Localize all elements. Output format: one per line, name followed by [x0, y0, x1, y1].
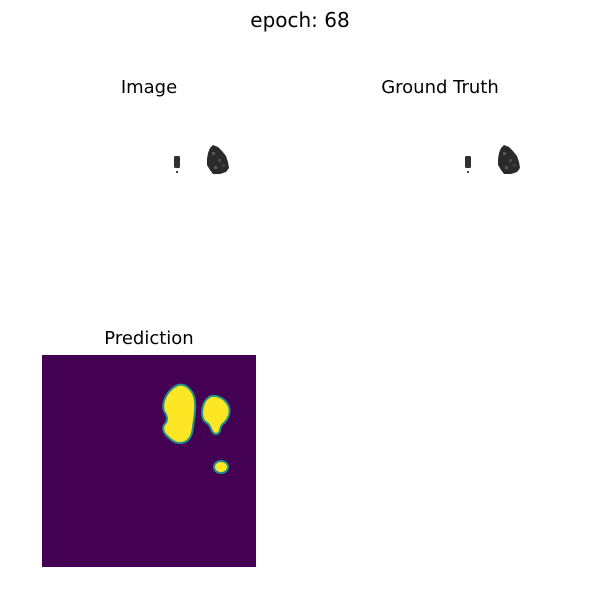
ground-truth-panel — [333, 104, 547, 316]
image-panel — [42, 104, 256, 316]
prediction-plot — [42, 355, 256, 567]
ground-truth-lesion-large — [498, 145, 520, 174]
ground-truth-background — [333, 104, 547, 316]
image-lesion-small — [174, 156, 180, 173]
figure-title: epoch: 68 — [250, 8, 350, 32]
prediction-blob-left — [162, 383, 197, 445]
ground-truth-plot — [333, 104, 547, 316]
prediction-panel-title: Prediction — [104, 328, 194, 349]
prediction-blob-right — [200, 394, 231, 435]
image-lesion-large — [207, 145, 229, 174]
image-panel-title: Image — [120, 77, 178, 98]
image-background — [42, 104, 256, 316]
prediction-panel — [42, 355, 256, 567]
ground-truth-panel-title: Ground Truth — [381, 77, 499, 98]
ground-truth-lesion-small — [465, 156, 471, 173]
image-plot — [42, 104, 256, 316]
prediction-blob-small — [213, 460, 229, 474]
